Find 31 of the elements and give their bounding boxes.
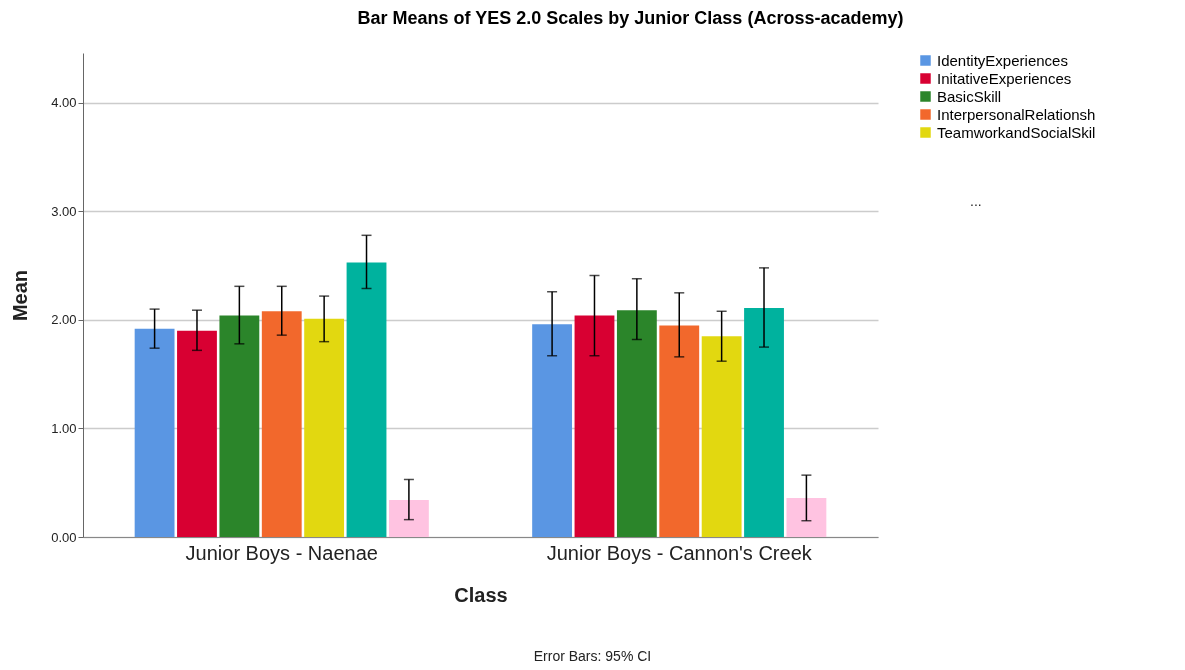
bar [744, 308, 784, 537]
text: ... [970, 193, 982, 209]
bar [134, 328, 175, 537]
bar [616, 310, 657, 537]
x-tick-label: Junior Boys - Cannon's Creek [546, 541, 813, 564]
legend-label: BasicSkill [937, 87, 1002, 105]
y-tick-label: 0.00 [51, 529, 77, 545]
y-axis-title: Mean [9, 269, 32, 322]
x-axis-title: Class [454, 583, 508, 606]
y-tick-label: 3.00 [51, 203, 77, 219]
y-tick-label: 4.00 [51, 95, 77, 111]
bar [388, 500, 429, 537]
text: Error Bars: 95% CI [532, 648, 653, 664]
bar [261, 311, 302, 537]
y-tick-label: 1.00 [51, 420, 77, 436]
bar [177, 330, 217, 537]
x-tick-label: Junior Boys - Naenae [185, 541, 378, 564]
legend-label: InitativeExperiences [937, 69, 1072, 87]
legend-label: InterpersonalRelationsh [937, 105, 1096, 123]
bar [346, 262, 387, 537]
chart-title: Bar Means of YES 2.0 Scales by Junior Class (Across-academy) [357, 8, 904, 28]
bar [701, 336, 742, 537]
bar [532, 324, 573, 537]
bar [659, 325, 700, 537]
bar [786, 497, 827, 537]
bar [574, 315, 615, 537]
legend-label: TeamworkandSocialSkil [937, 123, 1096, 141]
bar [304, 318, 345, 537]
legend-label: IdentityExperiences [937, 51, 1068, 69]
bar [219, 315, 260, 537]
y-tick-label: 2.00 [51, 312, 77, 328]
